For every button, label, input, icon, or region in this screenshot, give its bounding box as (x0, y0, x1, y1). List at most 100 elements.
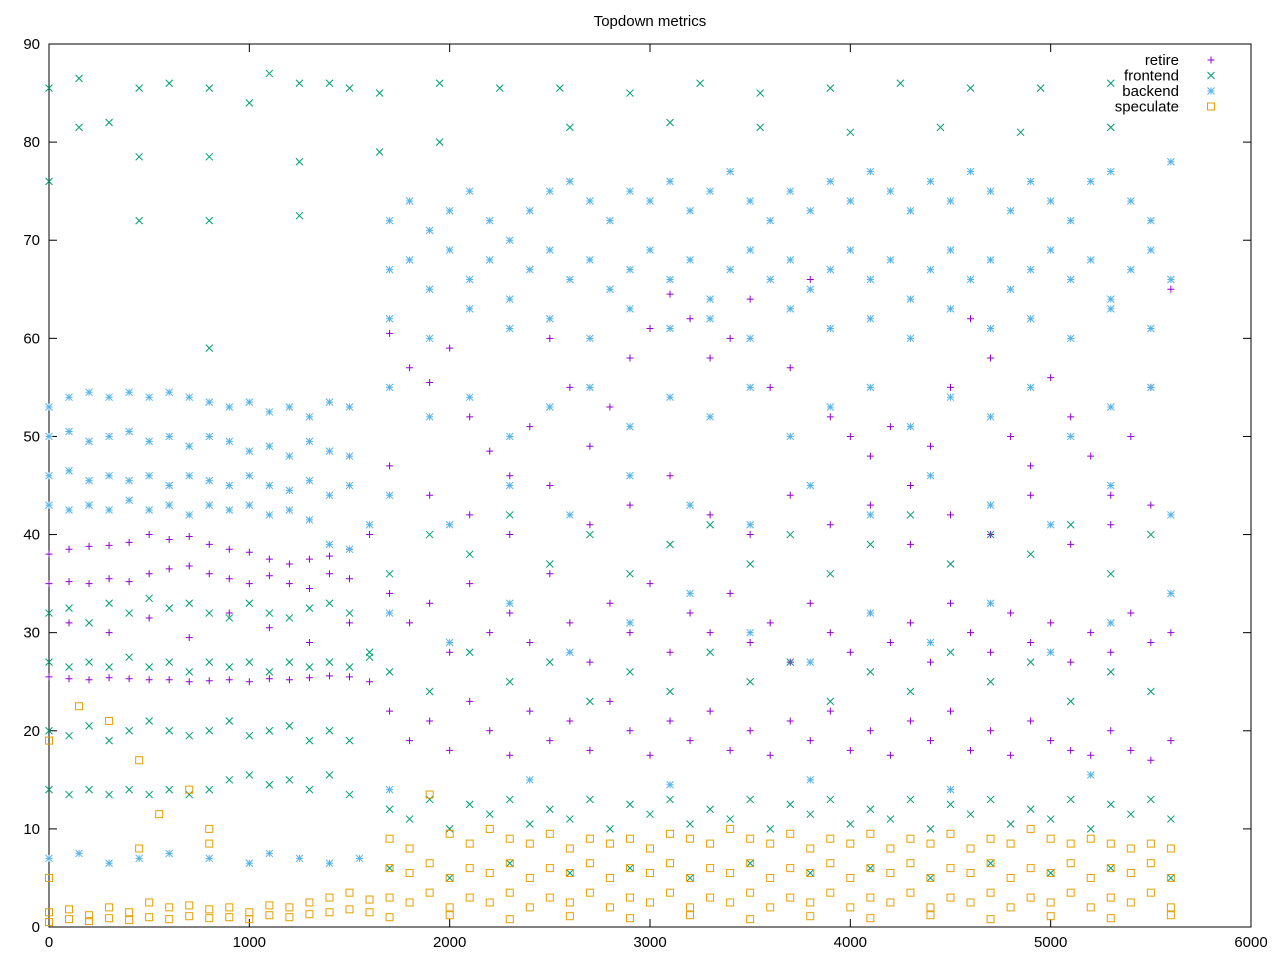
frontend-point (105, 118, 113, 127)
backend-point (165, 481, 174, 490)
backend-point (265, 481, 274, 490)
backend-point (225, 506, 234, 514)
frontend-point (986, 677, 995, 686)
speculate-point (165, 903, 174, 912)
backend-point (165, 501, 174, 509)
speculate-point (225, 913, 234, 922)
retire-point (1027, 491, 1035, 499)
backend-point (345, 481, 354, 490)
speculate-point (1026, 824, 1035, 833)
retire-point (386, 462, 394, 470)
frontend-point (165, 785, 174, 794)
backend-point (866, 511, 875, 519)
frontend-point (1066, 697, 1075, 706)
backend-point (866, 167, 875, 176)
retire-point (846, 432, 854, 440)
speculate-point (585, 859, 594, 868)
frontend-point (1106, 864, 1115, 872)
backend-point (165, 388, 174, 397)
retire-point (906, 717, 914, 725)
speculate-point (966, 898, 975, 907)
retire-point (406, 737, 414, 745)
speculate-point (706, 839, 715, 848)
retire-point (726, 334, 734, 342)
retire-point (1047, 737, 1055, 745)
retire-point (806, 275, 814, 283)
frontend-point (295, 157, 304, 166)
speculate-point (565, 912, 574, 921)
backend-point (385, 265, 394, 274)
speculate-point (405, 844, 414, 853)
retire-point (185, 634, 193, 642)
backend-point (566, 511, 574, 519)
retire-point (766, 751, 774, 759)
retire-point (85, 676, 93, 684)
retire-point (766, 619, 774, 627)
retire-point (285, 580, 293, 588)
backend-point (85, 501, 93, 509)
speculate-point (135, 844, 144, 853)
frontend-point (986, 859, 995, 868)
retire-point (606, 403, 614, 411)
retire-point (726, 589, 734, 597)
backend-point (826, 324, 835, 333)
backend-point (1146, 324, 1155, 333)
retire-point (466, 697, 474, 705)
frontend-point (946, 800, 955, 809)
backend-point (365, 520, 374, 529)
frontend-point (425, 795, 434, 804)
frontend-point (265, 69, 274, 78)
retire-point (1027, 638, 1035, 646)
speculate-point (545, 829, 554, 838)
backend-point (926, 471, 935, 480)
retire-point (566, 619, 574, 627)
speculate-point (325, 893, 334, 902)
frontend-point (45, 84, 53, 93)
backend-point (545, 314, 554, 323)
speculate-point (766, 873, 775, 882)
backend-point (766, 216, 775, 225)
speculate-point (525, 903, 534, 912)
backend-point (505, 432, 514, 441)
frontend-point (696, 79, 704, 88)
speculate-point (906, 834, 915, 843)
frontend-point (786, 800, 795, 809)
frontend-point (185, 599, 194, 608)
frontend-point (295, 79, 304, 88)
backend-point (786, 432, 795, 441)
speculate-point (245, 915, 254, 924)
backend-point (866, 383, 875, 392)
backend-point (726, 265, 734, 274)
speculate-point (205, 824, 214, 833)
speculate-point (906, 888, 915, 897)
frontend-point (1026, 550, 1035, 559)
frontend-point (445, 874, 454, 882)
backend-point (866, 609, 875, 617)
speculate-point (1166, 911, 1175, 920)
retire-point (85, 542, 93, 550)
frontend-point (906, 795, 915, 804)
backend-point (205, 398, 214, 406)
backend-point (1066, 275, 1075, 284)
backend-point (385, 609, 394, 617)
speculate-point (265, 911, 274, 920)
retire-point (185, 678, 193, 686)
speculate-point (966, 844, 975, 853)
backend-point (986, 599, 995, 608)
backend-point (806, 206, 815, 215)
speculate-point (145, 913, 154, 922)
frontend-point (1146, 530, 1155, 539)
backend-point (1167, 589, 1175, 598)
frontend-point (786, 530, 795, 539)
backend-point (125, 427, 133, 436)
retire-point (926, 442, 934, 450)
retire-point (65, 545, 73, 553)
frontend-point (566, 123, 574, 132)
backend-point (265, 442, 274, 451)
retire-point (1067, 746, 1075, 754)
retire-point (305, 638, 313, 646)
speculate-point (285, 913, 294, 922)
retire-point (346, 673, 353, 681)
retire-point (65, 578, 73, 586)
